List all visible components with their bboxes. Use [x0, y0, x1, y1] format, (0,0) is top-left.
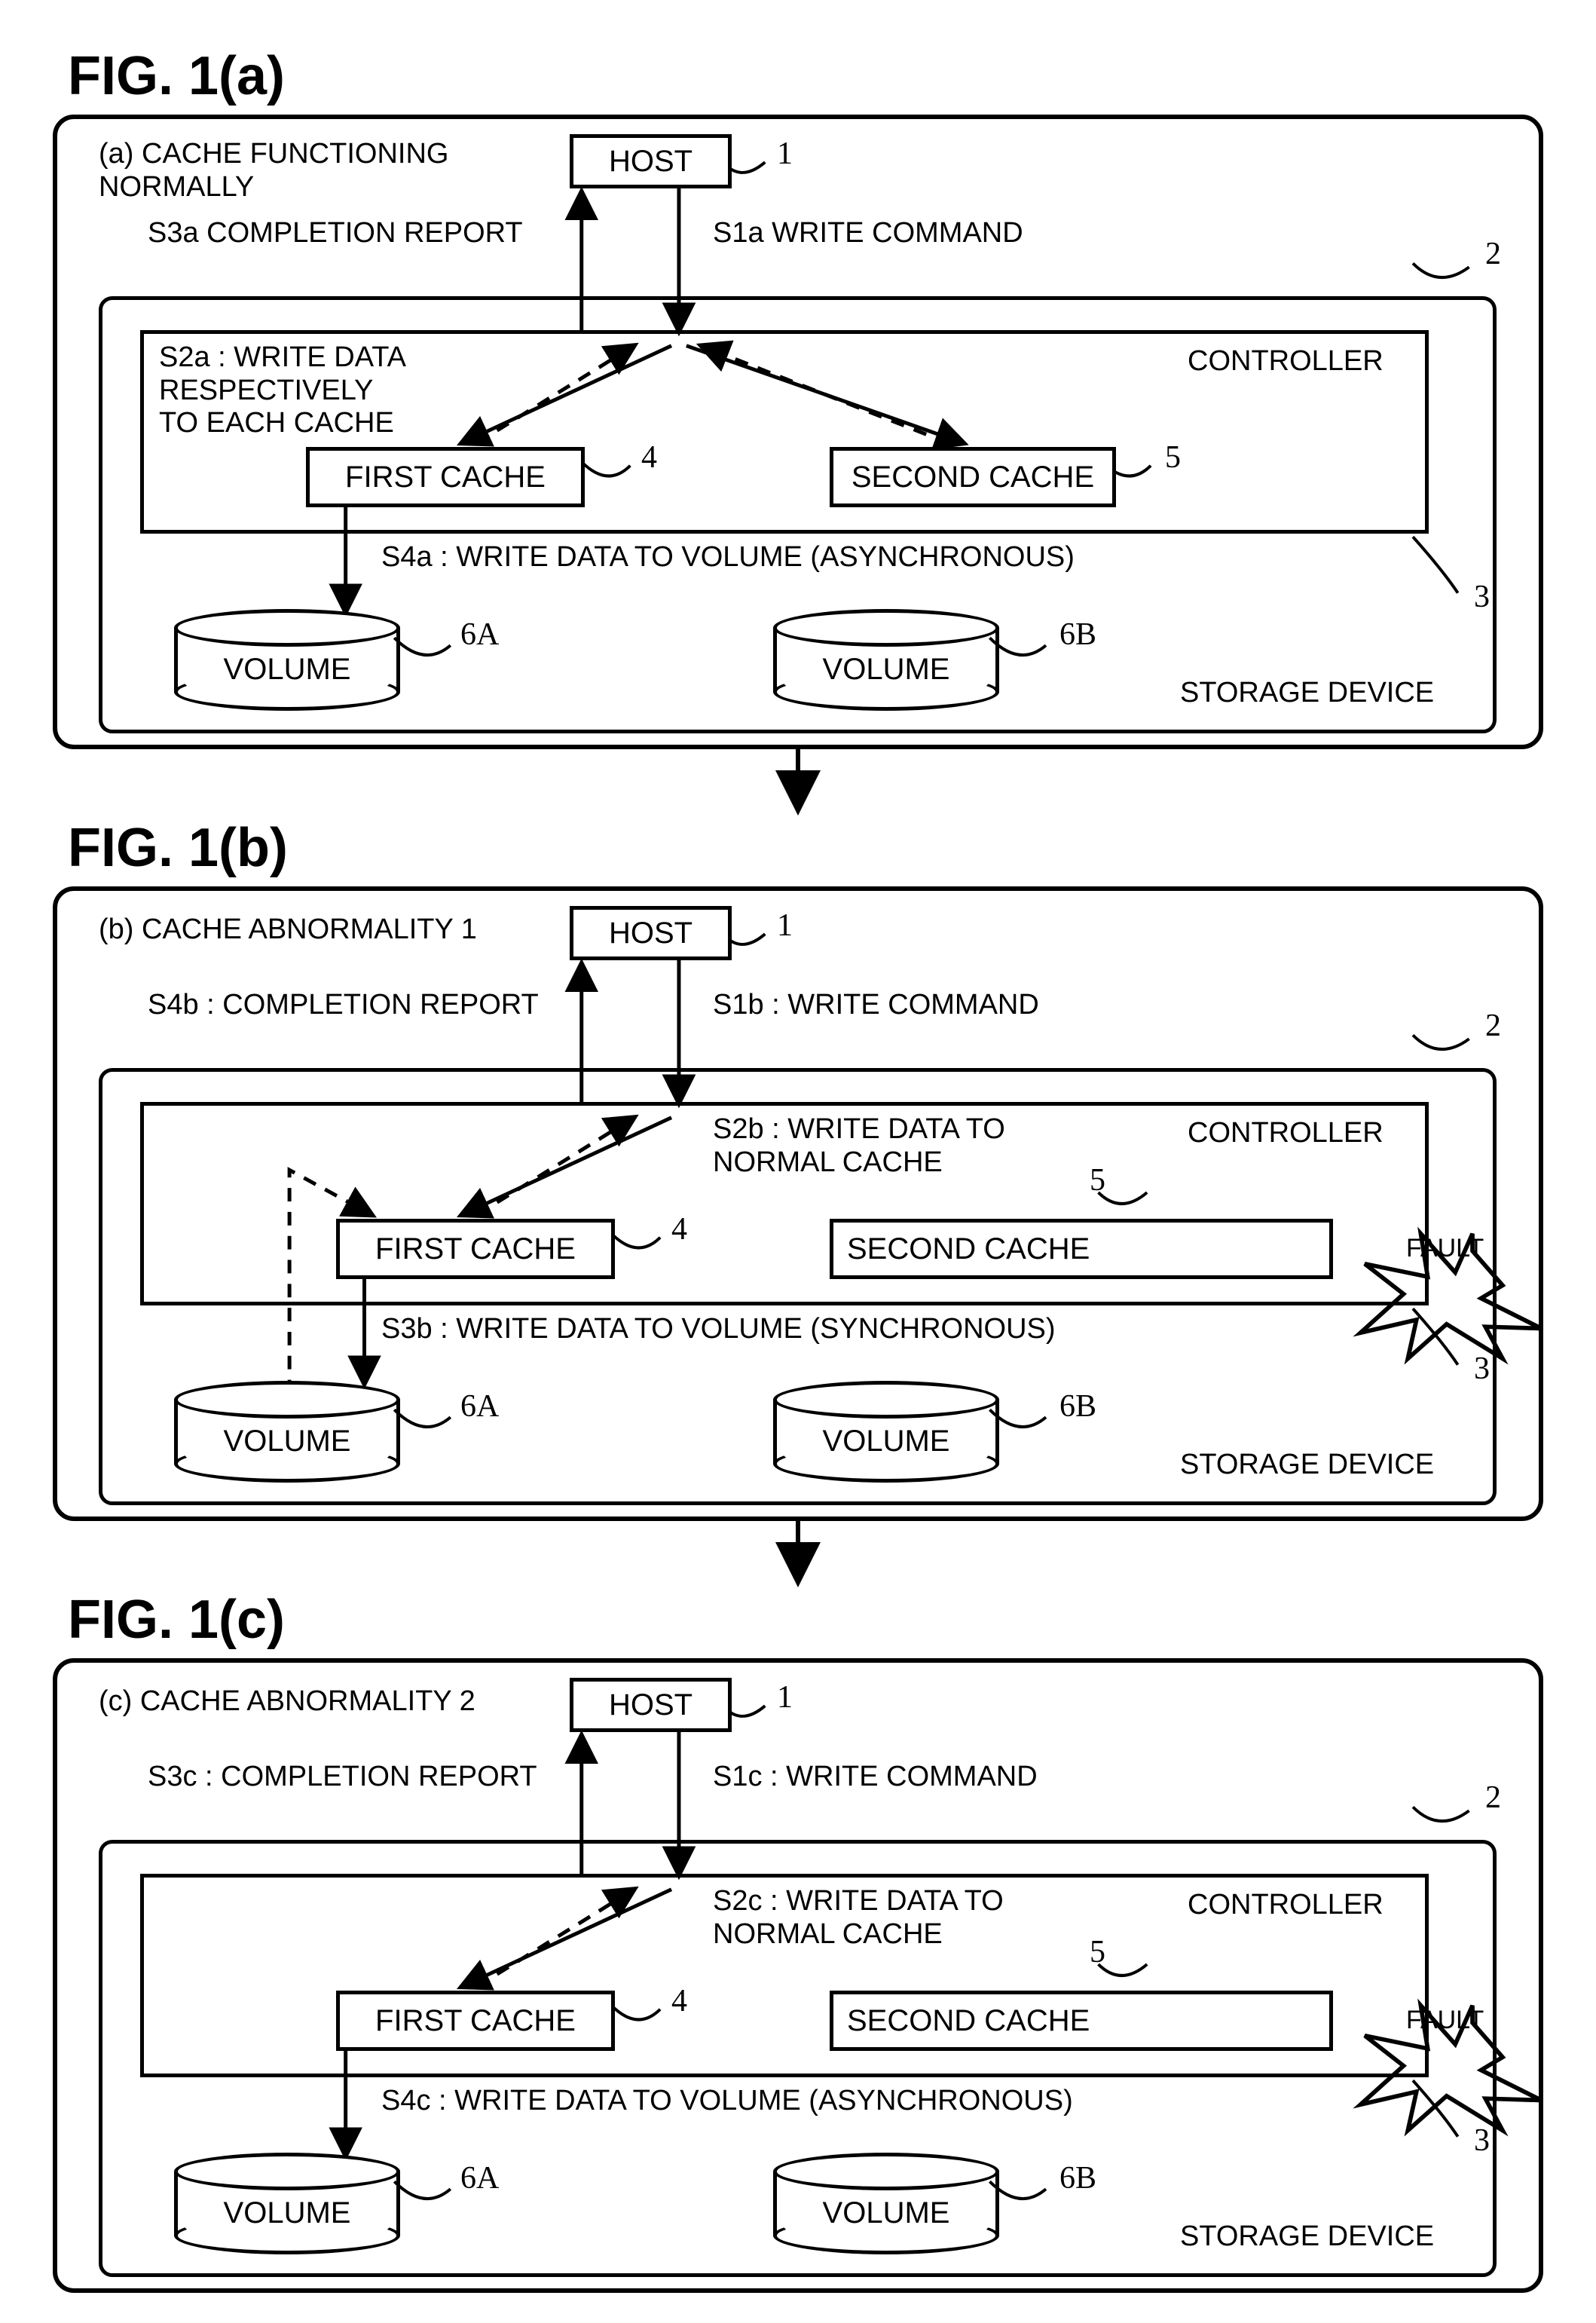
- fault-b: FAULT: [1406, 1234, 1484, 1263]
- s4a-label: S4a : WRITE DATA TO VOLUME (ASYNCHRONOUS…: [381, 541, 1075, 574]
- vol-c-label-right: VOLUME: [773, 2196, 999, 2230]
- s3a-label: S3a COMPLETION REPORT: [148, 217, 523, 250]
- panel-c: (c) CACHE ABNORMALITY 2 HOST 1 S3c : COM…: [53, 1658, 1543, 2293]
- storage-label-b: STORAGE DEVICE: [1180, 1449, 1434, 1482]
- vol-a-ref-right: 6B: [1059, 617, 1096, 653]
- volume-a-left: VOLUME: [174, 609, 400, 707]
- cache1-ref-c: 4: [671, 1983, 687, 2019]
- storage-label-a: STORAGE DEVICE: [1180, 677, 1434, 710]
- s3b-label: S3b : WRITE DATA TO VOLUME (SYNCHRONOUS): [381, 1313, 1056, 1346]
- s4b-label: S4b : COMPLETION REPORT: [148, 989, 539, 1022]
- vol-c-label-left: VOLUME: [174, 2196, 400, 2230]
- figure-title-b: FIG. 1(b): [68, 817, 1566, 879]
- vol-b-label-left: VOLUME: [174, 1425, 400, 1458]
- panel-b: (b) CACHE ABNORMALITY 1 HOST 1 S4b : COM…: [53, 886, 1543, 1521]
- cache1-label-c: FIRST CACHE: [375, 2004, 576, 2038]
- volume-c-right: VOLUME: [773, 2153, 999, 2251]
- s2a-label: S2a : WRITE DATA RESPECTIVELY TO EACH CA…: [159, 341, 406, 440]
- controller-ref-b: 3: [1474, 1351, 1490, 1387]
- vol-a-ref-left: 6A: [460, 617, 499, 653]
- controller-ref-c: 3: [1474, 2123, 1490, 2159]
- host-ref-a: 1: [777, 136, 793, 172]
- s3c-label: S3c : COMPLETION REPORT: [148, 1761, 537, 1794]
- cache1-box-c: FIRST CACHE: [336, 1991, 615, 2051]
- cache1-box-a: FIRST CACHE: [306, 447, 585, 507]
- volume-b-right: VOLUME: [773, 1381, 999, 1479]
- cache2-label-b: SECOND CACHE: [847, 1232, 1090, 1266]
- cache1-box-b: FIRST CACHE: [336, 1219, 615, 1279]
- vol-b-ref-left: 6A: [460, 1388, 499, 1425]
- host-ref-b: 1: [777, 907, 793, 944]
- device-ref-c: 2: [1485, 1780, 1501, 1816]
- caption-c: (c) CACHE ABNORMALITY 2: [99, 1685, 475, 1719]
- s4c-label: S4c : WRITE DATA TO VOLUME (ASYNCHRONOUS…: [381, 2085, 1073, 2118]
- vol-c-ref-right: 6B: [1059, 2160, 1096, 2196]
- transition-arrow-ab: [30, 749, 1566, 817]
- cache2-label-a: SECOND CACHE: [852, 461, 1094, 494]
- cache2-label-c: SECOND CACHE: [847, 2004, 1090, 2038]
- fault-c: FAULT: [1406, 2006, 1484, 2035]
- vol-c-ref-left: 6A: [460, 2160, 499, 2196]
- transition-arrow-bc: [30, 1521, 1566, 1589]
- figure-title-c: FIG. 1(c): [68, 1589, 1566, 1651]
- cache1-label-b: FIRST CACHE: [375, 1232, 576, 1266]
- controller-ref-a: 3: [1474, 579, 1490, 615]
- cache2-box-c: SECOND CACHE: [830, 1991, 1333, 2051]
- cache1-ref-a: 4: [641, 439, 657, 476]
- controller-label-b: CONTROLLER: [1188, 1117, 1384, 1150]
- device-ref-b: 2: [1485, 1008, 1501, 1044]
- s1c-label: S1c : WRITE COMMAND: [713, 1761, 1038, 1794]
- panel-a: (a) CACHE FUNCTIONING NORMALLY HOST 1 S3…: [53, 115, 1543, 749]
- cache2-ref-b: 5: [1090, 1162, 1105, 1198]
- figure-title-a: FIG. 1(a): [68, 45, 1566, 107]
- host-label-b: HOST: [609, 917, 693, 950]
- cache2-box-b: SECOND CACHE: [830, 1219, 1333, 1279]
- host-box-a: HOST: [570, 134, 732, 188]
- host-box-b: HOST: [570, 906, 732, 960]
- vol-b-ref-right: 6B: [1059, 1388, 1096, 1425]
- controller-label-a: CONTROLLER: [1188, 345, 1384, 378]
- cache2-ref-c: 5: [1090, 1934, 1105, 1970]
- cache2-ref-a: 5: [1165, 439, 1181, 476]
- s2b-label: S2b : WRITE DATA TO NORMAL CACHE: [713, 1113, 1005, 1179]
- s1a-label: S1a WRITE COMMAND: [713, 217, 1023, 250]
- vol-b-label-right: VOLUME: [773, 1425, 999, 1458]
- controller-label-c: CONTROLLER: [1188, 1889, 1384, 1922]
- vol-a-label-left: VOLUME: [174, 653, 400, 687]
- volume-c-left: VOLUME: [174, 2153, 400, 2251]
- cache2-box-a: SECOND CACHE: [830, 447, 1116, 507]
- volume-a-right: VOLUME: [773, 609, 999, 707]
- s1b-label: S1b : WRITE COMMAND: [713, 989, 1039, 1022]
- device-ref-a: 2: [1485, 236, 1501, 272]
- host-box-c: HOST: [570, 1678, 732, 1732]
- cache1-ref-b: 4: [671, 1211, 687, 1247]
- caption-b: (b) CACHE ABNORMALITY 1: [99, 914, 477, 947]
- host-label-c: HOST: [609, 1688, 693, 1722]
- cache1-label-a: FIRST CACHE: [345, 461, 546, 494]
- volume-b-left: VOLUME: [174, 1381, 400, 1479]
- vol-a-label-right: VOLUME: [773, 653, 999, 687]
- host-ref-c: 1: [777, 1679, 793, 1715]
- s2c-label: S2c : WRITE DATA TO NORMAL CACHE: [713, 1885, 1004, 1951]
- storage-label-c: STORAGE DEVICE: [1180, 2220, 1434, 2254]
- caption-a: (a) CACHE FUNCTIONING NORMALLY: [99, 138, 448, 204]
- host-label-a: HOST: [609, 145, 693, 179]
